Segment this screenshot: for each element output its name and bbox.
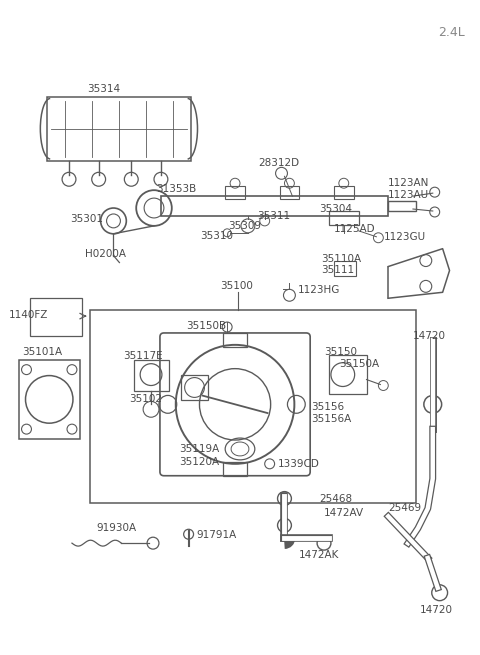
Text: 35117E: 35117E: [123, 351, 163, 361]
Bar: [134, 360, 169, 392]
Text: 35110A: 35110A: [321, 253, 361, 263]
Bar: [334, 261, 356, 276]
Text: 1123AN: 1123AN: [388, 178, 430, 188]
Text: 1472AK: 1472AK: [300, 550, 340, 560]
Bar: [90, 310, 416, 504]
Text: 35156: 35156: [311, 402, 344, 412]
Text: 28312D: 28312D: [258, 159, 299, 168]
Text: 35119A: 35119A: [179, 444, 219, 454]
Text: 1339CD: 1339CD: [277, 459, 319, 469]
Text: 25469: 25469: [388, 504, 421, 514]
Text: 91930A: 91930A: [96, 523, 137, 533]
Bar: [279, 186, 300, 199]
Text: 31353B: 31353B: [156, 184, 196, 194]
Text: 35100: 35100: [220, 282, 253, 291]
Bar: [47, 97, 191, 161]
Text: 35309: 35309: [228, 221, 261, 231]
Bar: [223, 333, 247, 347]
Text: 1123HG: 1123HG: [297, 286, 340, 295]
Text: 35301: 35301: [70, 214, 103, 224]
Text: H0200A: H0200A: [85, 249, 126, 259]
Bar: [19, 360, 80, 439]
Text: 35310: 35310: [201, 231, 233, 241]
Text: 35150A: 35150A: [339, 359, 379, 369]
Text: 35156A: 35156A: [311, 414, 351, 424]
Text: 1140FZ: 1140FZ: [9, 310, 48, 320]
Text: 14720: 14720: [413, 331, 446, 341]
Text: 35102: 35102: [129, 394, 162, 404]
Bar: [223, 462, 247, 476]
Text: 35150: 35150: [324, 346, 357, 357]
Text: 14720: 14720: [420, 605, 453, 614]
Bar: [161, 196, 388, 216]
Bar: [388, 201, 416, 211]
Text: 35314: 35314: [87, 84, 120, 94]
Text: 1472AV: 1472AV: [324, 508, 364, 518]
Text: 1125AD: 1125AD: [334, 224, 375, 234]
Bar: [334, 186, 354, 199]
Text: 25468: 25468: [319, 493, 352, 504]
Bar: [329, 355, 367, 394]
Bar: [225, 186, 245, 199]
Text: 35120A: 35120A: [179, 457, 219, 467]
Bar: [329, 211, 359, 225]
Text: 35101A: 35101A: [23, 346, 63, 357]
Text: 35150B: 35150B: [187, 321, 227, 331]
Text: 2.4L: 2.4L: [438, 26, 465, 39]
Text: 35111: 35111: [321, 265, 354, 276]
Text: 35311: 35311: [257, 211, 290, 221]
Text: 35304: 35304: [319, 204, 352, 214]
Bar: [30, 298, 82, 336]
Text: 1123GU: 1123GU: [384, 232, 425, 242]
Text: 1123AU: 1123AU: [388, 190, 430, 200]
Bar: [180, 375, 208, 400]
Text: 91791A: 91791A: [196, 531, 237, 540]
